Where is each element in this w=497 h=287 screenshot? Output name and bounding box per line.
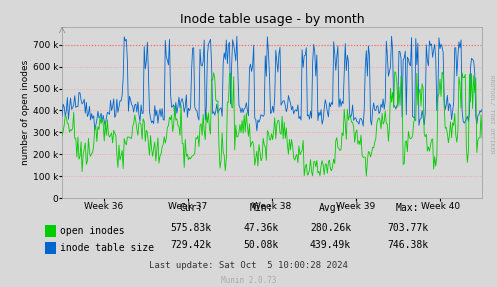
Text: 47.36k: 47.36k (244, 223, 278, 233)
Text: Avg:: Avg: (319, 203, 342, 213)
Title: Inode table usage - by month: Inode table usage - by month (180, 13, 364, 26)
Text: Max:: Max: (396, 203, 419, 213)
Text: 703.77k: 703.77k (387, 223, 428, 233)
Text: Min:: Min: (249, 203, 273, 213)
Text: 439.49k: 439.49k (310, 240, 351, 250)
Text: 729.42k: 729.42k (171, 240, 212, 250)
Text: Last update: Sat Oct  5 10:00:28 2024: Last update: Sat Oct 5 10:00:28 2024 (149, 261, 348, 270)
Text: 746.38k: 746.38k (387, 240, 428, 250)
Y-axis label: number of open inodes: number of open inodes (21, 60, 30, 165)
Text: 575.83k: 575.83k (171, 223, 212, 233)
Text: 280.26k: 280.26k (310, 223, 351, 233)
Text: inode table size: inode table size (60, 243, 154, 253)
Text: RRDTOOL/ TOBI OETIKER: RRDTOOL/ TOBI OETIKER (490, 75, 495, 154)
Text: open inodes: open inodes (60, 226, 124, 236)
Text: Cur:: Cur: (179, 203, 203, 213)
Text: Munin 2.0.73: Munin 2.0.73 (221, 276, 276, 285)
Text: 50.08k: 50.08k (244, 240, 278, 250)
